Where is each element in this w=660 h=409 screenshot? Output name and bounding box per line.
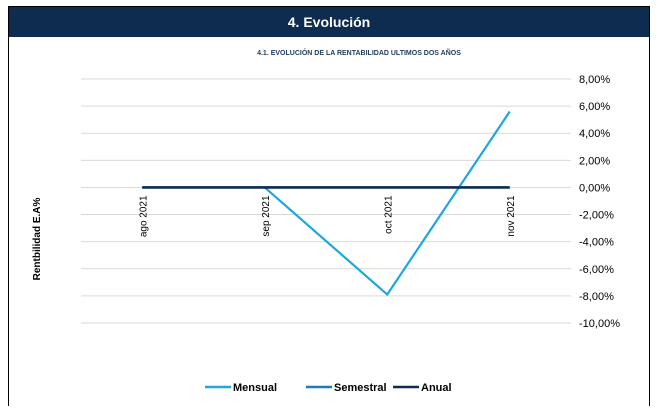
x-tick-label: sep 2021 (261, 195, 272, 237)
legend: Mensual Semestral Anual (205, 382, 452, 394)
y-tick-label: -4,00% (579, 237, 614, 249)
y-tick-label: 8,00% (579, 74, 610, 86)
x-tick-label: oct 2021 (383, 195, 394, 234)
y-tick-label: 4,00% (579, 128, 610, 140)
series-line (142, 110, 511, 297)
y-tick-label: -6,00% (579, 264, 614, 276)
series-lines (142, 110, 511, 297)
line-chart: 4.1. EVOLUCIÓN DE LA RENTABILIDAD ULTIMO… (32, 48, 620, 394)
x-tick-label: nov 2021 (506, 195, 517, 237)
legend-label: Mensual (233, 382, 277, 394)
legend-label: Semestral (334, 382, 387, 394)
y-axis-ticks: 8,00% 6,00% 4,00% 2,00% 0,00% -2,00% -4,00% -6,… (579, 74, 620, 330)
y-tick-label: -10,00% (579, 318, 620, 330)
y-tick-label: 2,00% (579, 155, 610, 167)
chart-panel: 4. Evolución 4.1. EVOLUCIÓN DE LA RENTAB… (8, 6, 650, 406)
legend-label: Anual (421, 382, 452, 394)
y-tick-label: -2,00% (579, 210, 614, 222)
y-axis-label: Rentbilidad E.A% (32, 198, 43, 281)
chart-title: 4.1. EVOLUCIÓN DE LA RENTABILIDAD ULTIMO… (257, 48, 461, 57)
section-header: 4. Evolución (9, 7, 649, 37)
y-tick-label: 0,00% (579, 182, 610, 194)
y-tick-label: -8,00% (579, 291, 614, 303)
gridlines (81, 78, 571, 324)
x-tick-label: ago 2021 (138, 195, 149, 237)
y-tick-label: 6,00% (579, 101, 610, 113)
x-axis-ticks: ago 2021 sep 2021 oct 2021 nov 2021 (138, 195, 517, 237)
